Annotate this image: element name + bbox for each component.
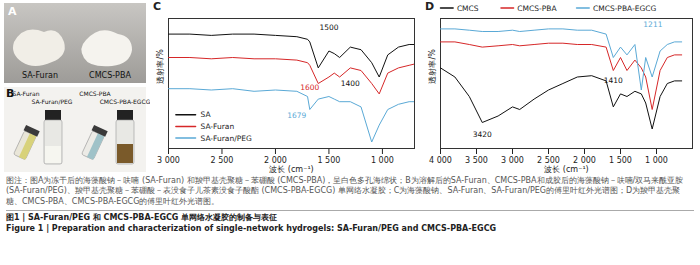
- svg-text:2 000: 2 000: [573, 156, 596, 166]
- html-text:图注：图A为冻干后的海藻酸钠－呋喃 (SA-Furan) 和: 图注：图A为冻干后的海藻酸钠－呋喃 (SA-Furan) 和羧甲基壳聚糖－苯硼酸…: [6, 176, 684, 206]
- svg-text:1410: 1410: [604, 76, 623, 85]
- svg-text:CMCS-PBA-EGCG: CMCS-PBA-EGCG: [593, 3, 657, 12]
- svg-text:CMCS-PBA: CMCS-PBA: [517, 3, 557, 12]
- svg-text:4 000: 4 000: [429, 156, 452, 165]
- svg-text:SA-Furan: SA-Furan: [13, 90, 40, 97]
- svg-text:1400: 1400: [341, 79, 360, 88]
- svg-text:波长 (cm⁻¹): 波长 (cm⁻¹): [544, 165, 588, 174]
- svg-text:1 000: 1 000: [645, 156, 668, 165]
- svg-text:1 000: 1 000: [371, 156, 394, 165]
- svg-text:1 500: 1 500: [317, 156, 340, 165]
- svg-text:SA: SA: [200, 110, 211, 119]
- svg-text:2 500: 2 500: [537, 156, 560, 166]
- svg-text:CMCS-PBA: CMCS-PBA: [79, 90, 111, 97]
- svg-text:CMCS: CMCS: [457, 3, 479, 12]
- svg-text:透射率/%: 透射率/%: [428, 49, 437, 84]
- svg-text:SA-Furan: SA-Furan: [200, 122, 234, 131]
- svg-text:1679: 1679: [287, 111, 306, 120]
- html-text:Figure 1 | Preparation and cha: Figure 1 | Preparation and characterizat…: [6, 223, 497, 233]
- svg-text:1500: 1500: [319, 23, 338, 32]
- svg-text:A: A: [8, 5, 17, 18]
- svg-text:SA-Furan/PEG: SA-Furan/PEG: [31, 98, 72, 105]
- svg-text:2 500: 2 500: [211, 156, 234, 165]
- svg-text:SA-Furan: SA-Furan: [22, 71, 58, 80]
- svg-text:B: B: [6, 87, 15, 100]
- html-text:D: D: [425, 0, 435, 13]
- svg-text:波长 (cm⁻¹): 波长 (cm⁻¹): [269, 165, 313, 174]
- svg-text:3 500: 3 500: [465, 156, 488, 165]
- svg-text:CMCS-PBA: CMCS-PBA: [89, 71, 131, 80]
- svg-text:透射率/%: 透射率/%: [156, 49, 165, 84]
- svg-text:3 000: 3 000: [157, 156, 180, 165]
- svg-text:CMCS-PBA-EGCG: CMCS-PBA-EGCG: [100, 98, 150, 105]
- svg-text:1600: 1600: [300, 83, 319, 92]
- svg-text:SA-Furan/PEG: SA-Furan/PEG: [200, 134, 251, 143]
- svg-text:2 000: 2 000: [264, 156, 287, 166]
- html-text:C: C: [153, 0, 162, 13]
- html-text:图1 | SA-Furan/PEG 和 CMCS-PBA-E: 图1 | SA-Furan/PEG 和 CMCS-PBA-EGCG 单网络水凝胶…: [6, 213, 278, 223]
- svg-text:1 500: 1 500: [609, 156, 632, 165]
- svg-text:3420: 3420: [473, 130, 492, 139]
- svg-text:1211: 1211: [643, 20, 662, 29]
- svg-text:3 000: 3 000: [501, 156, 524, 165]
